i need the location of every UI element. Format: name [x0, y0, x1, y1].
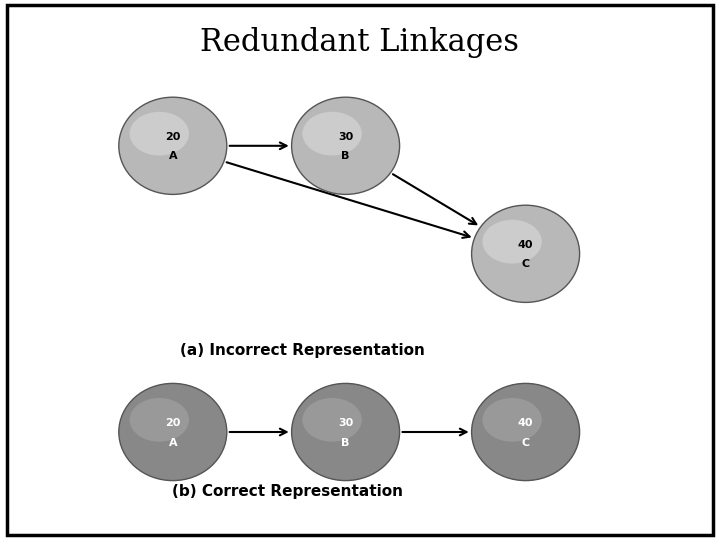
Ellipse shape	[472, 205, 580, 302]
Ellipse shape	[482, 220, 541, 264]
Ellipse shape	[292, 383, 400, 481]
Ellipse shape	[302, 398, 362, 442]
Text: B: B	[341, 152, 350, 161]
Text: (b) Correct Representation: (b) Correct Representation	[173, 484, 403, 499]
Ellipse shape	[482, 398, 541, 442]
Text: 20: 20	[165, 132, 181, 142]
Ellipse shape	[302, 112, 362, 156]
Ellipse shape	[292, 97, 400, 194]
Text: 30: 30	[338, 418, 354, 428]
Text: 40: 40	[518, 240, 534, 250]
Text: A: A	[168, 152, 177, 161]
Ellipse shape	[119, 97, 227, 194]
Text: B: B	[341, 438, 350, 448]
Text: (a) Incorrect Representation: (a) Incorrect Representation	[180, 343, 425, 359]
Text: 20: 20	[165, 418, 181, 428]
Ellipse shape	[130, 112, 189, 156]
Text: Redundant Linkages: Redundant Linkages	[200, 27, 520, 58]
Ellipse shape	[472, 383, 580, 481]
Text: 30: 30	[338, 132, 354, 142]
Text: C: C	[521, 438, 530, 448]
Ellipse shape	[130, 398, 189, 442]
Ellipse shape	[119, 383, 227, 481]
Text: A: A	[168, 438, 177, 448]
Text: 40: 40	[518, 418, 534, 428]
Text: C: C	[521, 260, 530, 269]
